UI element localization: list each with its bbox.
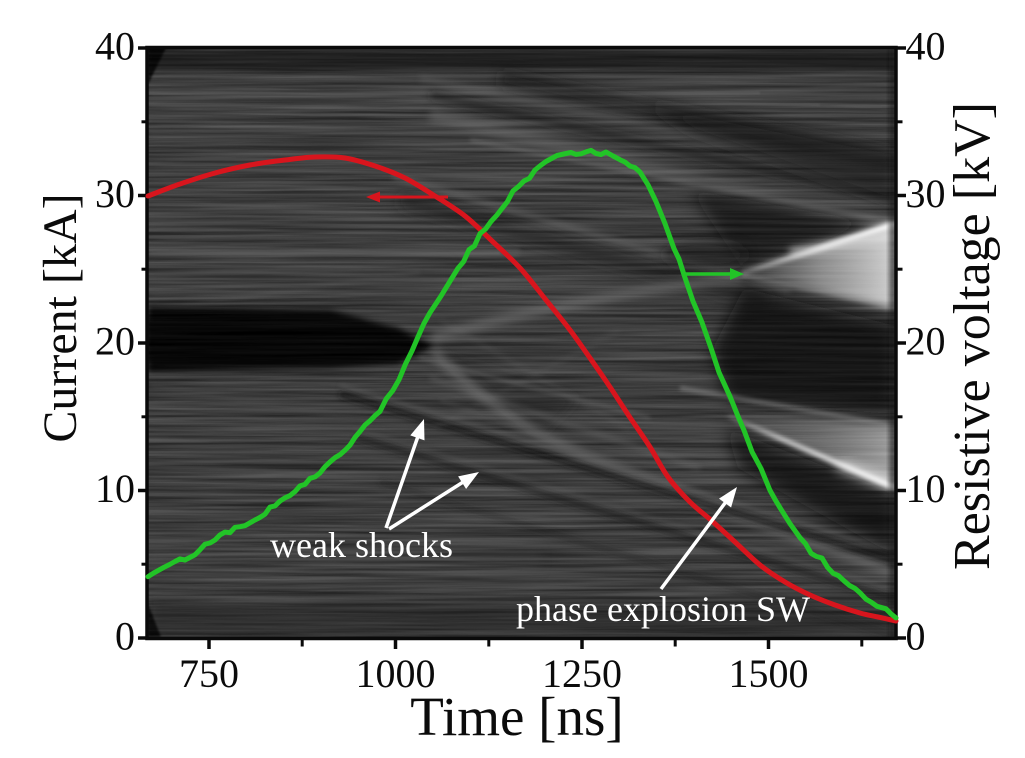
- svg-text:Current [kA]: Current [kA]: [34, 193, 87, 442]
- svg-text:1000: 1000: [356, 651, 436, 696]
- svg-text:1500: 1500: [729, 651, 809, 696]
- svg-text:750: 750: [179, 651, 239, 696]
- svg-text:40: 40: [906, 24, 946, 69]
- svg-text:10: 10: [906, 466, 946, 511]
- svg-text:1250: 1250: [542, 651, 622, 696]
- svg-text:20: 20: [95, 319, 135, 364]
- svg-text:Time [ns]: Time [ns]: [410, 686, 623, 747]
- svg-text:phase explosion SW: phase explosion SW: [516, 589, 810, 629]
- svg-text:40: 40: [95, 24, 135, 69]
- svg-text:weak shocks: weak shocks: [270, 525, 453, 565]
- svg-text:0: 0: [906, 614, 926, 659]
- svg-text:30: 30: [95, 171, 135, 216]
- svg-text:0: 0: [115, 614, 135, 659]
- svg-text:20: 20: [906, 319, 946, 364]
- svg-text:10: 10: [95, 466, 135, 511]
- svg-text:Resistive voltage [kV]: Resistive voltage [kV]: [944, 102, 1001, 570]
- svg-text:30: 30: [906, 171, 946, 216]
